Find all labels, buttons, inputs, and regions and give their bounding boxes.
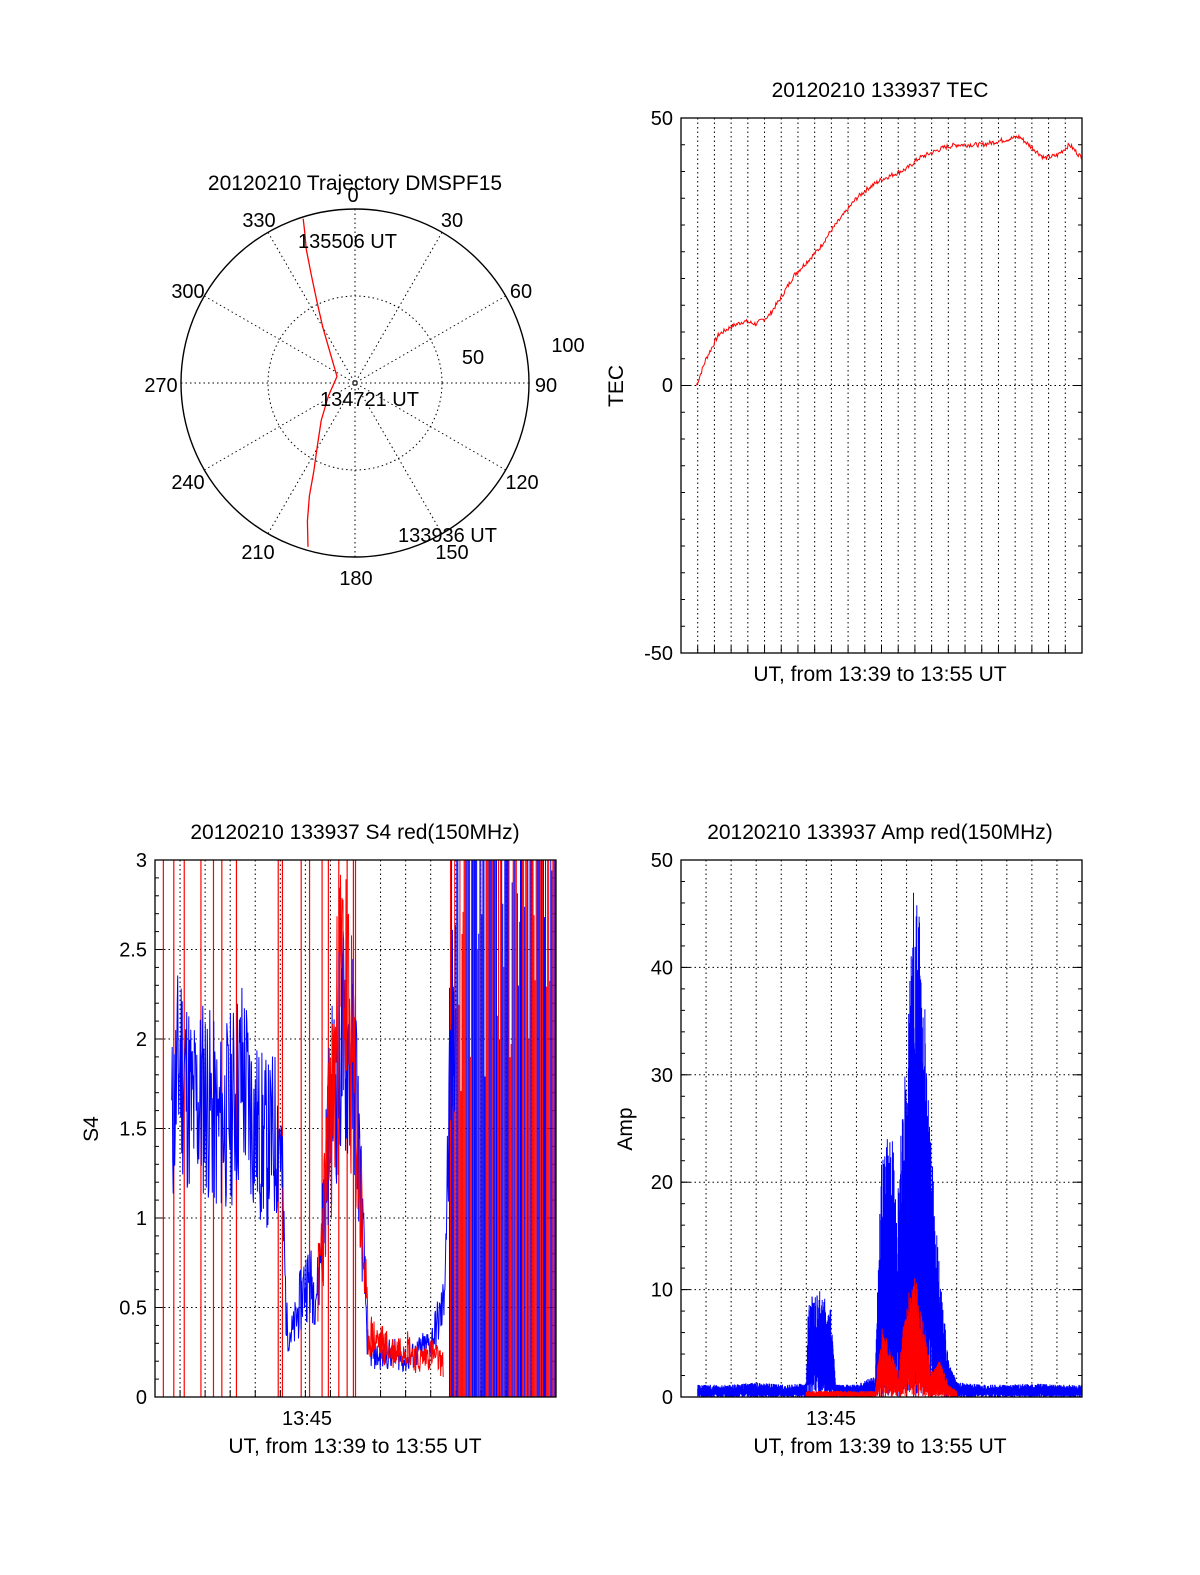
- amp-yticks: 0 10 20 30 40 50: [651, 850, 673, 1409]
- polar-radius-label-100: 100: [551, 335, 584, 357]
- amp-ytick-label: 30: [651, 1065, 673, 1087]
- tec-ylabel: TEC: [605, 365, 628, 407]
- polar-angle-label: 180: [339, 568, 372, 590]
- s4-ytick-label: 0: [136, 1387, 147, 1409]
- amp-ytick-label: 0: [662, 1387, 673, 1409]
- s4-blue-series-line: [171, 925, 456, 1373]
- trajectory-end-annotation: 135506 UT: [298, 231, 397, 253]
- amp-xtick-1345: 13:45: [806, 1408, 856, 1430]
- s4-ytick-label: 1.5: [119, 1119, 147, 1141]
- polar-grid: [180, 208, 530, 558]
- amp-plot-frame: [680, 859, 1083, 1398]
- amp-panel: 20120210 133937 Amp red(150MHz) 0 10 20 30 4…: [614, 821, 1083, 1458]
- s4-xtick-1345: 13:45: [282, 1408, 332, 1430]
- amp-ytick-label: 50: [651, 850, 673, 872]
- tec-ytick-neg50: -50: [644, 643, 673, 665]
- tec-panel: 20120210 133937 TEC 50 0 -50 TEC UT, fro…: [605, 79, 1083, 686]
- trajectory-start-annotation: 133936 UT: [398, 525, 497, 547]
- s4-plot-frame: [154, 859, 557, 1398]
- s4-red-spikes: [162, 860, 555, 1397]
- amp-ytick-label: 10: [651, 1280, 673, 1302]
- s4-blue-spikes: [448, 860, 556, 1397]
- tec-xlabel: UT, from 13:39 to 13:55 UT: [753, 663, 1006, 686]
- polar-radius-label-50: 50: [462, 347, 484, 369]
- tec-plot-frame: [680, 117, 1083, 654]
- polar-angle-labels: 0 30 60 90 120 150 180 210 240 270 300 330: [144, 185, 557, 590]
- polar-angle-label: 210: [241, 542, 274, 564]
- s4-xlabel: UT, from 13:39 to 13:55 UT: [228, 1435, 481, 1458]
- s4-ytick-label: 0.5: [119, 1298, 147, 1320]
- polar-angle-label: 240: [171, 472, 204, 494]
- amp-title: 20120210 133937 Amp red(150MHz): [707, 821, 1053, 844]
- amp-red-series-fill: [805, 1278, 958, 1397]
- tec-series-line: [696, 133, 1083, 386]
- s4-ytick-label: 2.5: [119, 940, 147, 962]
- polar-angle-label: 0: [347, 185, 358, 207]
- s4-panel: 20120210 133937 S4 red(150MHz) 0 0.5 1 1.5 2…: [80, 821, 557, 1458]
- trajectory-title: 20120210 Trajectory DMSPF15: [208, 172, 502, 195]
- trajectory-series-line: [302, 218, 338, 547]
- s4-red-series-line: [317, 874, 444, 1378]
- amp-ylabel: Amp: [614, 1107, 637, 1150]
- s4-ytick-label: 2: [136, 1029, 147, 1051]
- amp-ytick-label: 20: [651, 1172, 673, 1194]
- polar-angle-label: 330: [242, 210, 275, 232]
- s4-ytick-label: 3: [136, 850, 147, 872]
- s4-ytick-label: 1: [136, 1208, 147, 1230]
- amp-xlabel: UT, from 13:39 to 13:55 UT: [753, 1435, 1006, 1458]
- tec-grid: [681, 117, 1082, 654]
- amp-red-series-line: [805, 1278, 958, 1397]
- amp-blue-series-fill: [697, 892, 1083, 1397]
- s4-yticks: 0 0.5 1 1.5 2 2.5 3: [119, 850, 147, 1409]
- s4-title: 20120210 133937 S4 red(150MHz): [190, 821, 519, 844]
- polar-angle-label: 300: [171, 281, 204, 303]
- polar-angle-label: 60: [510, 281, 532, 303]
- polar-outer-circle: [180, 208, 530, 558]
- amp-ytick-label: 40: [651, 957, 673, 979]
- tec-title: 20120210 133937 TEC: [772, 79, 989, 102]
- polar-angle-label: 30: [441, 210, 463, 232]
- trajectory-panel: 20120210 Trajectory DMSPF15 0 30 60 90 120 15…: [144, 172, 584, 590]
- tec-ytick-0: 0: [662, 375, 673, 397]
- polar-angle-label: 90: [535, 375, 557, 397]
- amp-blue-series-line: [697, 892, 1083, 1397]
- trajectory-mid-annotation: 134721 UT: [320, 389, 419, 411]
- polar-angle-label: 270: [144, 375, 177, 397]
- tec-ytick-50: 50: [651, 108, 673, 130]
- polar-angle-label: 120: [505, 472, 538, 494]
- polar-angle-label: 150: [435, 542, 468, 564]
- s4-ylabel: S4: [80, 1116, 103, 1142]
